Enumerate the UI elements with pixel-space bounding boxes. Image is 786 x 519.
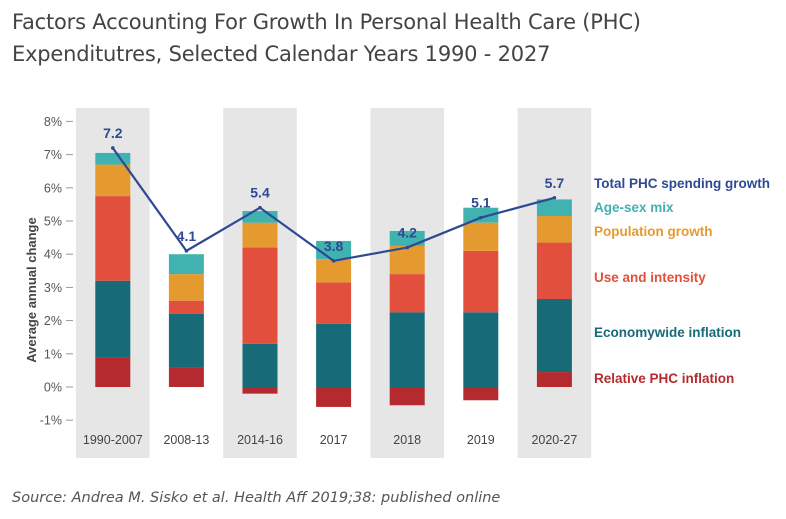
legend-item: Population growth (594, 224, 712, 239)
bar-segment (536, 199, 572, 217)
total-growth-label: 7.2 (103, 125, 123, 141)
legend: Total PHC spending growth Age-sex mix Popu… (594, 176, 770, 386)
bar-segment (168, 367, 204, 387)
total-growth-point (331, 259, 336, 263)
chart-title-line-1: Factors Accounting For Growth In Persona… (12, 10, 641, 34)
total-growth-point (552, 195, 557, 200)
x-tick-label: 2018 (393, 433, 421, 447)
bar-segment (463, 222, 499, 251)
total-growth-label: 5.4 (250, 185, 270, 201)
chart-title: Factors Accounting For Growth In Persona… (12, 6, 772, 70)
bar-segment (536, 216, 572, 243)
total-growth-label: 5.7 (545, 175, 565, 191)
x-axis: 1990-2007 2008-13 2014-16 2017 2018 2019 2020-… (83, 433, 577, 447)
source-note: Source: Andrea M. Sisko et al. Health Af… (12, 490, 501, 506)
total-growth-point (258, 205, 262, 210)
y-tick-label: 8% (44, 115, 62, 129)
bar-segment (463, 312, 499, 387)
chart-title-line-2: Expenditutres, Selected Calendar Years 1… (12, 42, 551, 66)
total-growth-label: 4.1 (177, 228, 197, 244)
y-tick-label: 6% (44, 181, 62, 195)
bar-segment (463, 387, 499, 401)
total-growth-point (405, 245, 410, 250)
bar-segment (536, 242, 572, 300)
y-tick-label: 3% (44, 281, 62, 295)
legend-item: Use and intensity (594, 270, 706, 285)
bar-segment (242, 222, 278, 248)
y-tick-label: 0% (44, 381, 62, 395)
y-tick-label: 4% (44, 248, 62, 262)
y-tick-label: 5% (44, 215, 62, 229)
x-tick-label: 2019 (467, 433, 495, 447)
y-axis: 8% 7% 6% 5% 4% 3% 2% 1% 0% -1% (40, 115, 73, 428)
legend-item: Relative PHC inflation (594, 371, 734, 386)
bar-segment (316, 387, 352, 407)
bar-segment (242, 343, 278, 387)
bar-segment (242, 211, 278, 223)
legend-item: Total PHC spending growth (594, 176, 770, 191)
total-growth-point (184, 249, 189, 253)
total-growth-label: 5.1 (471, 195, 491, 211)
bar-segment (95, 196, 131, 281)
legend-item: Economywide inflation (594, 325, 741, 340)
bar-segment (95, 357, 131, 387)
bar-segment (536, 299, 572, 373)
bar-segment (168, 313, 204, 368)
x-tick-label: 2014-16 (237, 433, 283, 447)
x-tick-label: 2017 (320, 433, 348, 447)
x-tick-label: 2008-13 (163, 433, 209, 447)
y-axis-label: Average annual change (24, 217, 39, 362)
y-tick-label: 2% (44, 314, 62, 328)
bar-segment (463, 250, 499, 313)
bar-segment (536, 372, 572, 387)
stacked-bar-chart: 8% 7% 6% 5% 4% 3% 2% 1% 0% -1% Average annual cha… (24, 108, 770, 458)
bar-segment (389, 230, 425, 246)
bar-segment (168, 254, 204, 275)
bar-segment (316, 282, 352, 324)
bar-segment (389, 312, 425, 387)
y-tick-label: -1% (40, 414, 62, 428)
bar-segment (242, 387, 278, 394)
bar-segment (168, 300, 204, 314)
total-growth-label: 3.8 (324, 238, 344, 254)
legend-item: Age-sex mix (594, 200, 674, 215)
bar-segment (389, 274, 425, 313)
y-tick-label: 7% (44, 148, 62, 162)
y-tick-label: 1% (44, 347, 62, 361)
bar-segment (168, 274, 204, 301)
x-tick-label: 1990-2007 (83, 433, 143, 447)
bar-segment (95, 152, 131, 165)
total-growth-point (111, 146, 115, 150)
bar-segment (316, 323, 352, 387)
total-growth-point (479, 215, 483, 220)
bar-segment (463, 207, 499, 223)
bar-segment (389, 387, 425, 406)
bar-segment (316, 259, 352, 283)
bar-segment (95, 280, 131, 358)
total-growth-line: 7.2 4.1 5.4 3.8 4.2 5.1 5.7 (103, 125, 564, 263)
bar-segments (95, 152, 572, 407)
bar-segment (95, 164, 131, 197)
bar-segment (242, 247, 278, 344)
x-tick-label: 2020-27 (531, 433, 577, 447)
total-growth-label: 4.2 (397, 225, 417, 241)
